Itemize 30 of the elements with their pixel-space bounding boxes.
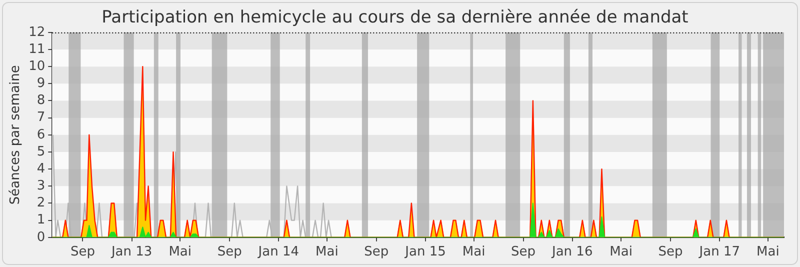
y-tick-label: 9 xyxy=(36,76,46,92)
x-tick-label: Mai xyxy=(462,244,486,260)
chart-title: Participation en hemicycle au cours de sa dernière année de mandat xyxy=(102,8,689,28)
y-tick-label: 0 xyxy=(36,230,46,245)
y-tick-label: 3 xyxy=(36,178,46,194)
y-tick-label: 4 xyxy=(36,161,46,176)
x-tick-label: Sep xyxy=(70,244,95,260)
y-tick-label: 12 xyxy=(28,24,46,40)
y-tick-label: 6 xyxy=(36,127,46,142)
x-tick-label: Jan 14 xyxy=(257,244,300,260)
x-tick-label: Jan 15 xyxy=(404,244,446,260)
y-tick-label: 5 xyxy=(36,144,46,160)
x-tick-label: Mai xyxy=(168,244,192,260)
y-tick-label: 2 xyxy=(36,196,46,211)
x-tick-label: Mai xyxy=(756,244,780,260)
x-tick-label: Sep xyxy=(658,244,683,260)
y-tick-label: 11 xyxy=(28,42,46,57)
y-axis-title: Séances par semaine xyxy=(8,65,24,205)
y-tick-label: 1 xyxy=(36,212,46,228)
x-tick-label: Jan 16 xyxy=(551,244,593,260)
x-tick-label: Jan 17 xyxy=(698,244,740,260)
x-tick-label: Sep xyxy=(364,244,389,260)
x-tick-label: Mai xyxy=(610,244,632,260)
x-tick-label: Mai xyxy=(316,244,338,260)
y-tick-label: 10 xyxy=(28,58,46,74)
y-tick-label: 8 xyxy=(36,93,46,108)
x-tick-label: Sep xyxy=(217,244,242,260)
y-tick-label: 7 xyxy=(36,110,46,126)
x-tick-label: Jan 13 xyxy=(110,244,152,260)
x-tick-label: Sep xyxy=(511,244,536,260)
